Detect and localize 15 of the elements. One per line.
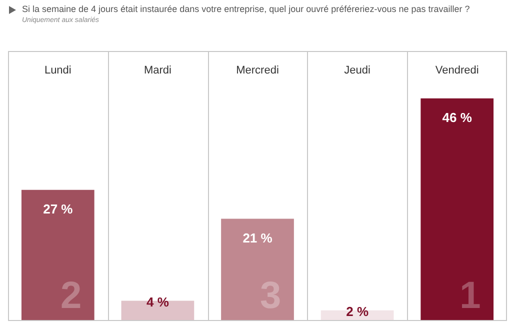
bar xyxy=(221,218,294,320)
data-label: 2 % xyxy=(346,304,369,319)
data-label: 4 % xyxy=(146,294,170,310)
x-tick-label: Mercredi xyxy=(236,64,279,77)
chart-title: Si la semaine de 4 jours était instaurée dans votre entreprise, quel jour ouvré préféreriez-vous ne pas travailler ? xyxy=(22,4,470,14)
annotation: 1 xyxy=(460,275,481,317)
x-tick-label: Lundi xyxy=(44,64,72,77)
x-tick-label: Mardi xyxy=(144,64,172,77)
x-tick-label: Vendredi xyxy=(435,64,479,77)
data-label: 27 % xyxy=(43,201,74,216)
bar xyxy=(21,190,94,320)
data-label: 21 % xyxy=(242,230,273,246)
data-label: 46 % xyxy=(442,110,472,125)
bar xyxy=(420,98,494,320)
x-tick-label: Jeudi xyxy=(344,64,370,77)
